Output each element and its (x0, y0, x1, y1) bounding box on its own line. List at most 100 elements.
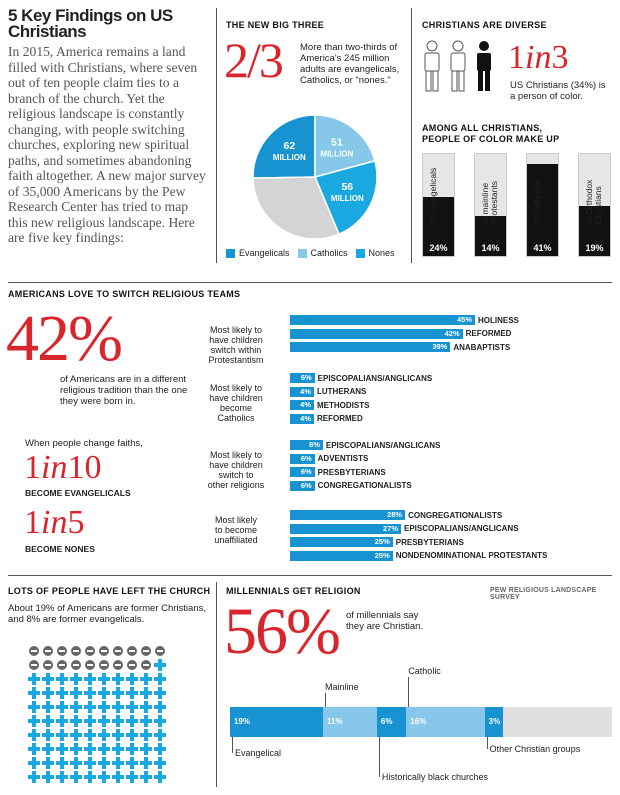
millennials-segment: 16% (406, 707, 485, 737)
minus-icon (126, 645, 138, 657)
cross-icon (126, 743, 138, 755)
poc-column-fill: 24% (423, 196, 454, 256)
cross-icon (84, 701, 96, 713)
cross-icon (28, 729, 40, 741)
group-label-line: Most likely to (209, 325, 262, 335)
minus-icon (98, 659, 110, 671)
big-three-text: More than two-thirds of America's 245 mi… (300, 42, 400, 86)
switch-big-text: of Americans are in a different religiou… (60, 374, 188, 407)
millennials-segment-label: Catholic (408, 666, 441, 676)
millennials-segment: 3% (484, 707, 503, 737)
cross-icon (154, 757, 166, 769)
left-church-heading: LOTS OF PEOPLE HAVE LEFT THE CHURCH (8, 586, 211, 596)
poc-column: 19% of Orthodox Christians (578, 153, 611, 257)
cross-icon (84, 757, 96, 769)
switch-bar-label: PRESBYTERIANS (395, 537, 464, 547)
group-label-line: Most likely (214, 515, 257, 525)
cross-icon (140, 771, 152, 783)
cross-icon (42, 729, 54, 741)
group-label-line: have children (209, 393, 263, 403)
cross-icon (28, 771, 40, 783)
pie-label: MILLION (331, 194, 364, 203)
cross-icon (84, 729, 96, 741)
big-three-legend: Evangelicals Catholics Nones (226, 248, 395, 258)
cross-icon (56, 701, 68, 713)
switch-bar: 42% (290, 328, 463, 339)
switch-bar-label: EPISCOPALIANS/ANGLICANS (325, 440, 441, 450)
switch-bar-row: 27% EPISCOPALIANS/ANGLICANS (290, 523, 519, 534)
minus-icon (112, 659, 124, 671)
minus-icon (154, 645, 166, 657)
cross-icon (126, 673, 138, 685)
cross-icon (98, 743, 110, 755)
switch-bar-label: EPISCOPALIANS/ANGLICANS (317, 373, 433, 383)
minus-icon (98, 645, 110, 657)
cross-icon (126, 701, 138, 713)
cross-icon (126, 715, 138, 727)
switch-bar-row: 6% EPISCOPALIANS/ANGLICANS (290, 373, 432, 383)
legend-swatch (297, 248, 307, 258)
left-church-text: About 19% of Americans are former Christ… (8, 603, 207, 625)
cross-icon (28, 743, 40, 755)
group-label-line: switch to (218, 470, 254, 480)
switch-bar: 4% (290, 413, 314, 424)
cross-icon (112, 771, 124, 783)
cross-icon (42, 673, 54, 685)
millennials-leader-line (232, 737, 233, 753)
switch-heading: AMERICANS LOVE TO SWITCH RELIGIOUS TEAMS (8, 289, 241, 299)
millennials-segment: 6% (376, 707, 407, 737)
cross-icon (28, 715, 40, 727)
poc-column-value: 41% (533, 243, 552, 253)
cross-icon (42, 687, 54, 699)
switch-group-label: Most likely to become unaffiliatedMost l… (190, 505, 282, 545)
cross-icon (140, 757, 152, 769)
switch-bar: 6% (290, 467, 315, 477)
pie-label: 62 (283, 140, 295, 152)
millennials-leader-line (325, 693, 327, 707)
cross-icon (56, 729, 68, 741)
group-label-line: to become (214, 525, 258, 535)
legend-label: Nones (368, 248, 395, 258)
switch-bar-label: LUTHERANS (317, 387, 367, 396)
cross-icon (112, 673, 124, 685)
big-three-heading: THE NEW BIG THREE (226, 20, 325, 30)
millennials-source: PEW RELIGIOUS LANDSCAPE SURVEY (490, 587, 597, 601)
poc-column-value: 19% (585, 243, 604, 253)
millennials-segment-label: Historically black churches (381, 772, 488, 782)
poc-column-label: of Catholics (532, 179, 542, 224)
cross-icon (154, 701, 166, 713)
cross-icon (98, 701, 110, 713)
cross-icon (126, 771, 138, 783)
cross-icon (28, 757, 40, 769)
switch-bar: 6% (290, 453, 315, 464)
switch-bar-row: 4% REFORMED (290, 413, 363, 424)
millennials-segment-label: Other Christian groups (489, 744, 581, 754)
pie-label: MILLION (320, 149, 353, 158)
legend-item: Catholics (297, 248, 348, 258)
switch-bar-row: 42% REFORMED (290, 328, 511, 339)
switch-bar-label: CONGREGATIONALISTS (317, 481, 412, 490)
switch-bar-row: 4% LUTHERANS (290, 386, 367, 397)
cross-icon (42, 701, 54, 713)
cross-icon (98, 715, 110, 727)
millennials-segment: 19% (230, 707, 324, 737)
switch-bar-row: 6% PRESBYTERIANS (290, 467, 386, 477)
millennials-heading: MILLENNIALS GET RELIGION (226, 586, 361, 596)
cross-icon (98, 687, 110, 699)
cross-icon (84, 743, 96, 755)
minus-icon (56, 645, 68, 657)
switch-bar: 45% (290, 315, 475, 325)
cross-icon (84, 687, 96, 699)
switch-bar-label: REFORMED (317, 414, 363, 423)
minus-icon (126, 659, 138, 671)
switch-bar: 6% (290, 480, 315, 491)
switch-bar-row: 6% CONGREGATIONALISTS (290, 480, 412, 491)
switch-bar-row: 25% PRESBYTERIANS (290, 537, 464, 547)
minus-icon (70, 645, 82, 657)
switch-bar: 25% (290, 537, 393, 547)
cross-icon (112, 757, 124, 769)
cross-icon (154, 687, 166, 699)
poc-column-fill: 14% (475, 215, 506, 256)
switch-bar: 4% (290, 400, 314, 410)
